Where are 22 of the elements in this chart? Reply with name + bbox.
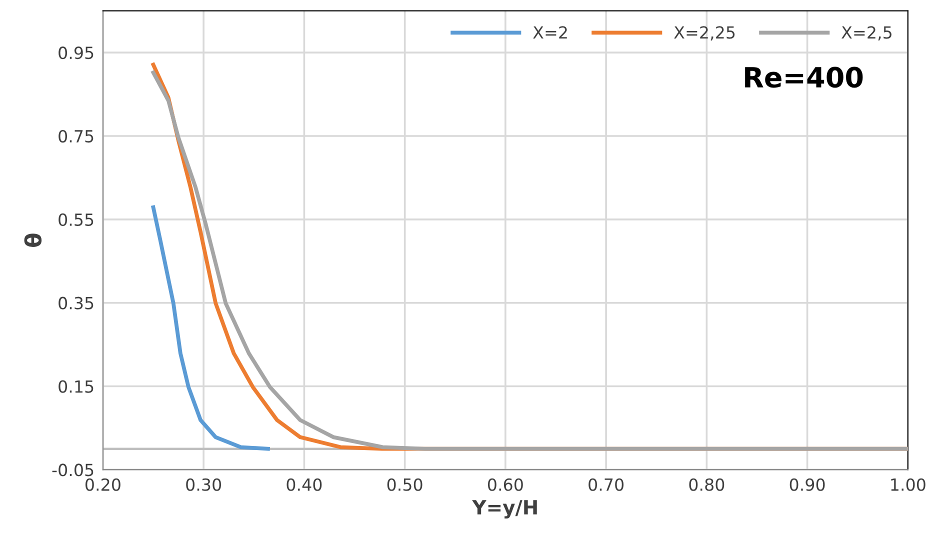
- line-series: [151, 205, 270, 451]
- y-tick-label: 0.15: [58, 380, 94, 393]
- y-tick-label: 0.35: [58, 296, 94, 310]
- y-tick-label: 0.55: [58, 213, 94, 226]
- x-tick-label: 0.90: [790, 478, 825, 491]
- y-tick-label: 0.75: [58, 130, 94, 143]
- y-tick-label: -0.05: [52, 464, 94, 476]
- x-tick-label: 0.70: [588, 478, 624, 491]
- x-tick-label: 0.30: [186, 478, 222, 491]
- legend-label: X=2,5: [842, 26, 892, 40]
- x-tick-label: 0.40: [286, 478, 322, 491]
- legend-label: X=2,25: [674, 26, 735, 40]
- x-tick-label: 1.00: [891, 478, 926, 491]
- x-axis-title: Y=y/H: [472, 500, 537, 519]
- legend-label: X=2: [533, 26, 567, 39]
- x-tick-label: 0.20: [86, 478, 120, 491]
- x-tick-label: 0.80: [689, 478, 724, 491]
- annotation: Re=400: [745, 66, 863, 88]
- y-axis-title: θ: [24, 234, 42, 247]
- x-tick-label: 0.50: [387, 478, 422, 491]
- y-tick-label: 0.95: [58, 46, 94, 60]
- x-tick-label: 0.60: [488, 478, 523, 491]
